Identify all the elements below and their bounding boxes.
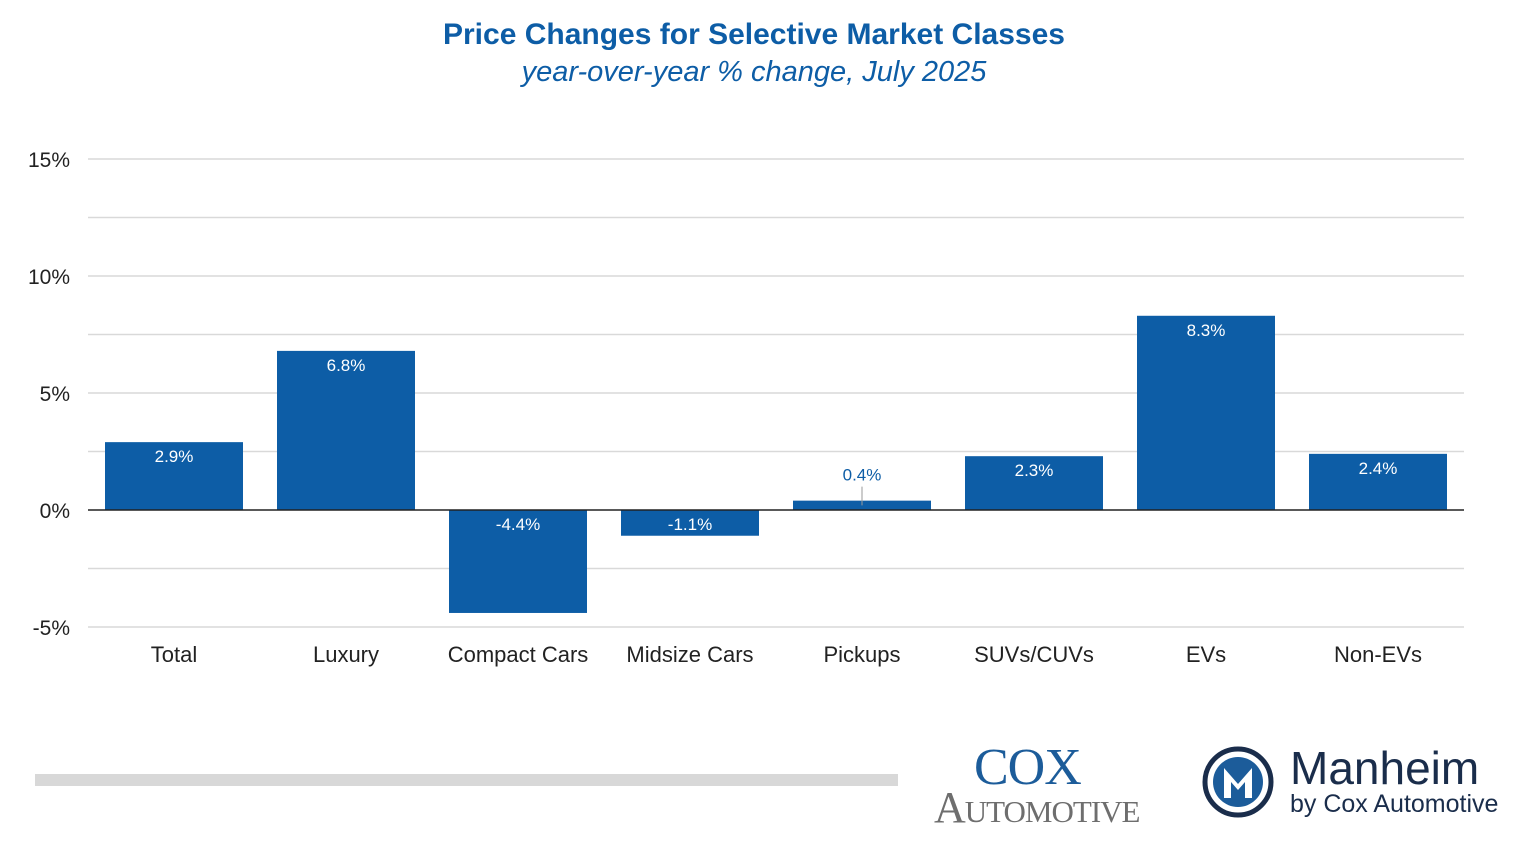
manheim-tagline: by Cox Automotive	[1290, 790, 1499, 818]
data-label: -4.4%	[496, 515, 540, 534]
data-label: 8.3%	[1187, 321, 1226, 340]
x-category-label: Pickups	[823, 642, 900, 667]
chart-title: Price Changes for Selective Market Class…	[443, 18, 1065, 51]
bar-compact-cars	[449, 510, 587, 613]
bar-suvs-cuvs	[965, 456, 1103, 510]
data-label: 6.8%	[327, 356, 366, 375]
chart-subtitle: year-over-year % change, July 2025	[521, 56, 987, 88]
footer-divider	[35, 774, 898, 786]
data-label: 2.3%	[1015, 461, 1054, 480]
bar-luxury	[277, 350, 415, 510]
data-labels: 2.9% 6.8% -4.4% -1.1% 0.4% 2.3% 8.3% 2.4%	[155, 321, 1398, 534]
bar-midsize-cars	[621, 510, 759, 536]
cox-logo-line1: Cox	[974, 739, 1082, 796]
data-label: 2.4%	[1359, 459, 1398, 478]
x-category-label: Non-EVs	[1334, 642, 1422, 667]
y-tick-label: 0%	[40, 500, 70, 523]
x-category-label: Luxury	[313, 642, 379, 667]
manheim-name: Manheim	[1290, 742, 1480, 794]
y-tick-label: -5%	[33, 617, 70, 640]
x-category-label: Compact Cars	[448, 642, 589, 667]
data-label: 0.4%	[843, 466, 882, 485]
y-tick-label: 10%	[28, 266, 70, 289]
cox-automotive-logo: Cox Automotive	[930, 742, 1175, 832]
y-tick-label: 15%	[28, 149, 70, 172]
x-category-label: Midsize Cars	[626, 642, 753, 667]
bar-non-evs	[1309, 453, 1447, 510]
bar-chart: -5% 0% 5% 10% 15% 2.9% 6.8% -4.4% -1.1% 0.4% 2.3%…	[28, 149, 1464, 667]
x-category-label: EVs	[1186, 642, 1226, 667]
y-axis-ticks: -5% 0% 5% 10% 15%	[28, 149, 70, 640]
y-tick-label: 5%	[40, 383, 70, 406]
bar-evs	[1137, 315, 1275, 510]
x-axis-categories: Total Luxury Compact Cars Midsize Cars Picku…	[151, 642, 1422, 667]
data-label: -1.1%	[668, 515, 712, 534]
data-label: 2.9%	[155, 447, 194, 466]
x-category-label: SUVs/CUVs	[974, 642, 1094, 667]
bar-total	[105, 442, 243, 510]
manheim-logo: Manheim by Cox Automotive	[1200, 742, 1520, 832]
x-category-label: Total	[151, 642, 197, 667]
manheim-m-icon	[1202, 746, 1274, 818]
cox-logo-line2: Automotive	[934, 783, 1140, 832]
